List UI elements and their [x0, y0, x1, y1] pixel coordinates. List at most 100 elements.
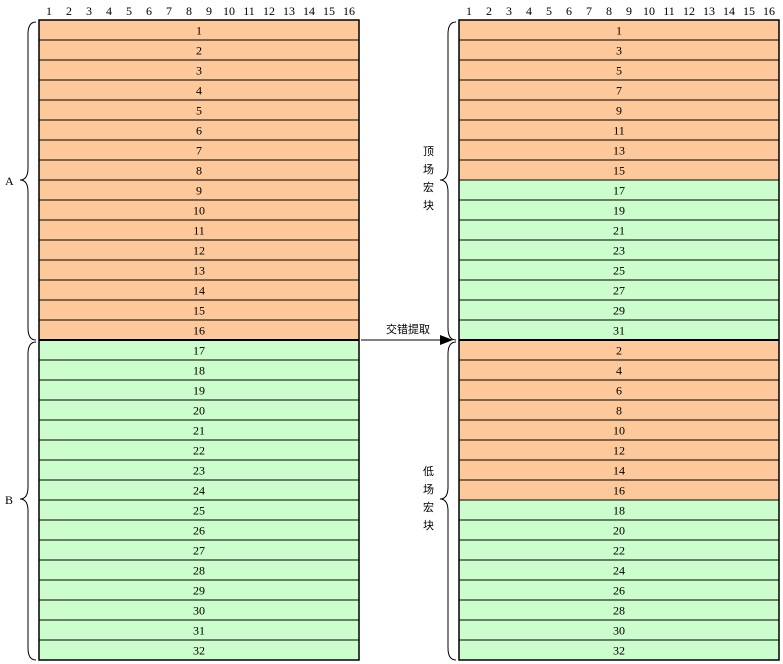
- top-field-label-char: 块: [423, 199, 434, 212]
- column-number: 12: [683, 4, 695, 18]
- right-row-label: 14: [613, 464, 625, 478]
- right-row-label: 25: [613, 264, 625, 278]
- bottom-field-label-char: 低: [423, 465, 434, 478]
- right-row-label: 15: [613, 164, 625, 178]
- right-row-label: 28: [613, 604, 625, 618]
- left-row-label: 26: [193, 524, 205, 538]
- column-number: 8: [606, 4, 612, 18]
- column-number: 9: [206, 4, 212, 18]
- right-row-label: 12: [613, 444, 625, 458]
- left-row-label: 7: [196, 144, 202, 158]
- left-row-label: 22: [193, 444, 205, 458]
- column-number: 5: [546, 4, 552, 18]
- brace-top-field: [439, 21, 457, 341]
- top-field-label-char: 顶: [423, 145, 434, 158]
- right-row-label: 11: [613, 124, 625, 138]
- left-row-label: 1: [196, 24, 202, 38]
- column-number: 2: [66, 4, 72, 18]
- right-row-label: 20: [613, 524, 625, 538]
- column-number: 11: [663, 4, 675, 18]
- right-row-label: 3: [616, 44, 622, 58]
- column-number: 10: [223, 4, 235, 18]
- left-row-label: 19: [193, 384, 205, 398]
- column-number: 11: [243, 4, 255, 18]
- right-row-label: 16: [613, 484, 625, 498]
- column-number: 1: [46, 4, 52, 18]
- column-number: 4: [106, 4, 112, 18]
- group-label-b: B: [5, 493, 14, 507]
- column-number: 13: [283, 4, 295, 18]
- column-number: 9: [626, 4, 632, 18]
- left-row-label: 11: [193, 224, 205, 238]
- column-number: 15: [323, 4, 335, 18]
- column-number: 5: [126, 4, 132, 18]
- right-row-label: 17: [613, 184, 625, 198]
- right-row-label: 2: [616, 344, 622, 358]
- bottom-field-label-char: 宏: [423, 501, 434, 514]
- left-column-header: 1 2 3 4 5 6 7 8 9 10 11 12 13 14 15 16: [46, 4, 355, 18]
- left-row-label: 13: [193, 264, 205, 278]
- right-column-header: 1 2 3 4 5 6 7 8 9 10 11 12 13 14 15 16: [466, 4, 775, 18]
- column-number: 6: [566, 4, 572, 18]
- left-row-label: 2: [196, 44, 202, 58]
- right-row-label: 7: [616, 84, 622, 98]
- right-row-label: 9: [616, 104, 622, 118]
- arrow-label: 交错提取: [386, 323, 430, 336]
- column-number: 12: [263, 4, 275, 18]
- left-row-label: 14: [193, 284, 205, 298]
- left-row-label: 9: [196, 184, 202, 198]
- brace-b: [19, 341, 37, 661]
- right-row-label: 29: [613, 304, 625, 318]
- right-row-label: 27: [613, 284, 625, 298]
- column-number: 16: [763, 4, 775, 18]
- left-row-label: 28: [193, 564, 205, 578]
- column-number: 8: [186, 4, 192, 18]
- right-row-label: 23: [613, 244, 625, 258]
- column-number: 13: [703, 4, 715, 18]
- right-row-label: 6: [616, 384, 622, 398]
- column-number: 10: [643, 4, 655, 18]
- column-number: 3: [86, 4, 92, 18]
- left-row-label: 12: [193, 244, 205, 258]
- column-number: 2: [486, 4, 492, 18]
- left-row-label: 15: [193, 304, 205, 318]
- bottom-field-label-char: 块: [423, 519, 434, 532]
- right-row-label: 22: [613, 544, 625, 558]
- right-row-label: 10: [613, 424, 625, 438]
- left-row-label: 24: [193, 484, 205, 498]
- right-row-label: 32: [613, 644, 625, 658]
- left-row-label: 31: [193, 624, 205, 638]
- left-row-label: 27: [193, 544, 205, 558]
- right-row-label: 19: [613, 204, 625, 218]
- left-row-label: 8: [196, 164, 202, 178]
- right-row-label: 26: [613, 584, 625, 598]
- left-row-label: 17: [193, 344, 205, 358]
- left-row-label: 29: [193, 584, 205, 598]
- left-row-label: 4: [196, 84, 202, 98]
- left-row-label: 21: [193, 424, 205, 438]
- column-number: 16: [343, 4, 355, 18]
- right-row-label: 1: [616, 24, 622, 38]
- left-row-label: 32: [193, 644, 205, 658]
- right-row-label: 5: [616, 64, 622, 78]
- column-number: 15: [743, 4, 755, 18]
- bottom-field-label-char: 场: [423, 483, 434, 496]
- brace-a: [19, 21, 37, 341]
- left-row-label: 25: [193, 504, 205, 518]
- column-number: 14: [303, 4, 315, 18]
- left-row-label: 6: [196, 124, 202, 138]
- top-field-label-char: 宏: [423, 181, 434, 194]
- right-row-label: 31: [613, 324, 625, 338]
- column-number: 3: [506, 4, 512, 18]
- column-number: 7: [166, 4, 172, 18]
- right-row-label: 13: [613, 144, 625, 158]
- right-row-label: 30: [613, 624, 625, 638]
- right-row-label: 24: [613, 564, 625, 578]
- right-row-label: 4: [616, 364, 622, 378]
- right-table: 1357911131517192123252729312468101214161…: [458, 19, 780, 661]
- left-row-label: 23: [193, 464, 205, 478]
- left-table: 1234567891011121314151617181920212223242…: [38, 19, 360, 661]
- left-row-label: 18: [193, 364, 205, 378]
- left-row-label: 5: [196, 104, 202, 118]
